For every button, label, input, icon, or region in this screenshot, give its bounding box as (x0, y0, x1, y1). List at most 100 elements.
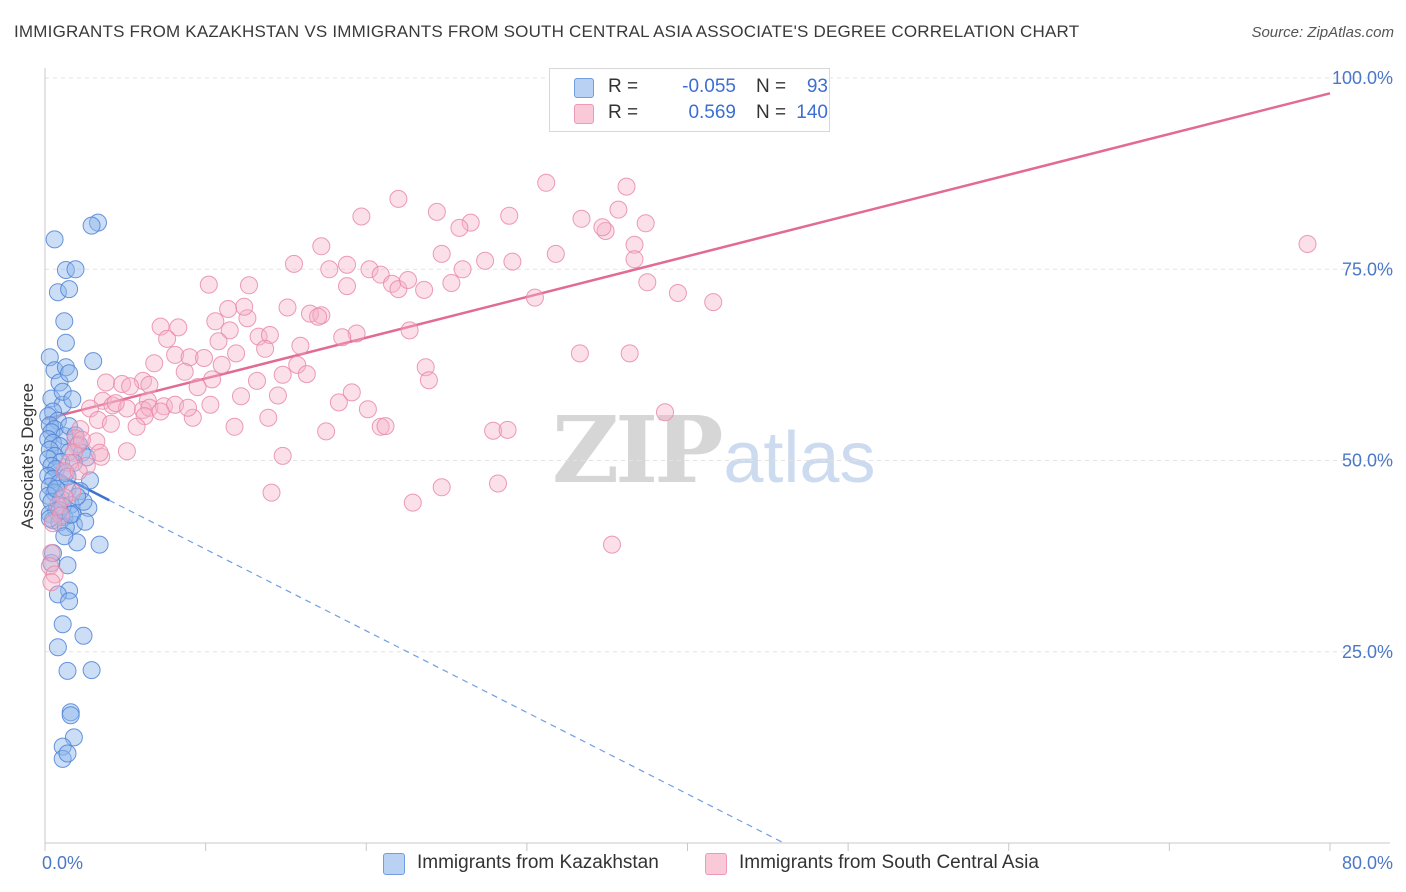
data-point-south-central-asia (195, 349, 213, 367)
chart-title: IMMIGRANTS FROM KAZAKHSTAN VS IMMIGRANTS… (14, 22, 1080, 41)
data-point-south-central-asia (106, 394, 125, 413)
data-point-kazakhstan (56, 333, 75, 352)
data-point-south-central-asia (199, 275, 218, 294)
data-point-south-central-asia (442, 274, 461, 292)
data-point-south-central-asia (151, 402, 170, 421)
legend-r-label: R = (608, 102, 639, 123)
data-point-kazakhstan (60, 280, 79, 299)
legend-swatch-blue (574, 78, 594, 98)
y-tick-label: 75.0% (1342, 259, 1393, 279)
data-point-south-central-asia (248, 371, 266, 390)
data-point-kazakhstan (90, 535, 109, 554)
data-point-kazakhstan (53, 615, 72, 634)
data-point-south-central-asia (278, 298, 297, 317)
tick-labels: 25.0% 50.0% 75.0% 100.0% 0.0% 80.0% (42, 68, 1393, 873)
data-point-kazakhstan (76, 512, 95, 531)
data-point-south-central-asia (338, 277, 356, 296)
data-point-kazakhstan (53, 382, 72, 401)
data-point-kazakhstan (58, 744, 77, 763)
data-point-south-central-asia (166, 345, 185, 364)
data-point-south-central-asia (525, 288, 544, 307)
data-point-south-central-asia (220, 321, 239, 340)
data-point-south-central-asia (268, 386, 287, 405)
data-point-south-central-asia (291, 336, 310, 355)
data-point-kazakhstan (45, 230, 64, 249)
data-point-south-central-asia (489, 474, 507, 493)
data-point-south-central-asia (117, 399, 136, 418)
y-tick-label: 100.0% (1332, 68, 1393, 88)
data-point-south-central-asia (620, 344, 639, 363)
data-point-kazakhstan (50, 437, 69, 455)
grid-lines (45, 77, 1390, 653)
data-point-south-central-asia (1298, 235, 1317, 253)
data-point-south-central-asia (97, 373, 115, 392)
data-point-south-central-asia (232, 387, 250, 406)
data-point-south-central-asia (347, 324, 366, 343)
data-points (39, 173, 1317, 768)
data-point-south-central-asia (656, 403, 674, 422)
data-point-south-central-asia (476, 251, 495, 270)
data-point-south-central-asia (175, 362, 194, 381)
data-point-south-central-asia (389, 189, 408, 208)
series-swatch-pink (705, 853, 727, 875)
data-point-south-central-asia (90, 443, 109, 462)
data-point-south-central-asia (484, 421, 503, 440)
data-point-south-central-asia (572, 209, 591, 228)
data-point-kazakhstan (56, 261, 75, 279)
data-point-south-central-asia (103, 396, 122, 415)
data-point-kazakhstan (48, 638, 67, 657)
data-point-south-central-asia (288, 355, 307, 374)
data-point-south-central-asia (625, 250, 644, 269)
data-point-south-central-asia (338, 255, 356, 274)
data-point-kazakhstan (58, 556, 77, 575)
stats-legend: R = -0.055 N = 93 R = 0.569 N = 140 (549, 68, 830, 132)
data-point-south-central-asia (450, 218, 469, 237)
data-point-south-central-asia (145, 354, 164, 373)
data-point-south-central-asia (399, 271, 417, 289)
data-point-south-central-asia (503, 252, 522, 271)
data-point-south-central-asia (427, 202, 446, 221)
legend-n-value: 140 (796, 102, 828, 123)
data-point-kazakhstan (63, 390, 82, 409)
data-point-south-central-asia (66, 429, 85, 448)
legend-r-label: R = (608, 76, 639, 97)
data-point-south-central-asia (183, 408, 202, 427)
y-tick-label: 50.0% (1342, 451, 1393, 471)
watermark-atlas: atlas (723, 418, 876, 498)
data-point-south-central-asia (636, 214, 655, 233)
data-point-south-central-asia (593, 218, 612, 237)
data-point-south-central-asia (320, 260, 339, 279)
data-point-south-central-asia (256, 339, 275, 358)
data-point-kazakhstan (82, 661, 101, 680)
data-point-south-central-asia (432, 478, 451, 497)
data-point-south-central-asia (138, 391, 157, 410)
data-point-kazakhstan (84, 352, 103, 371)
data-point-kazakhstan (53, 749, 72, 768)
trend-line-kazakhstan-extension (108, 499, 785, 844)
data-point-kazakhstan (55, 527, 74, 546)
data-point-south-central-asia (625, 235, 644, 254)
data-point-south-central-asia (415, 280, 434, 299)
data-point-south-central-asia (219, 300, 238, 318)
data-point-south-central-asia (259, 408, 278, 427)
data-point-south-central-asia (389, 280, 408, 299)
data-point-south-central-asia (342, 383, 361, 402)
series-label: Immigrants from South Central Asia (739, 852, 1039, 873)
data-point-south-central-asia (121, 377, 140, 396)
data-point-south-central-asia (260, 326, 279, 344)
watermark: ZIPatlas (552, 396, 875, 504)
data-point-south-central-asia (238, 309, 257, 328)
data-point-south-central-asia (42, 573, 61, 592)
legend-n-label: N = (756, 102, 787, 123)
data-point-south-central-asia (273, 365, 292, 384)
watermark-zip: ZIP (552, 396, 723, 504)
data-point-south-central-asia (117, 442, 136, 461)
data-point-south-central-asia (500, 206, 519, 225)
data-point-south-central-asia (72, 430, 91, 449)
data-point-south-central-asia (127, 417, 146, 436)
legend-r-value: -0.055 (682, 76, 736, 97)
data-point-south-central-asia (461, 213, 480, 232)
data-point-south-central-asia (40, 557, 59, 576)
data-point-south-central-asia (419, 371, 438, 390)
